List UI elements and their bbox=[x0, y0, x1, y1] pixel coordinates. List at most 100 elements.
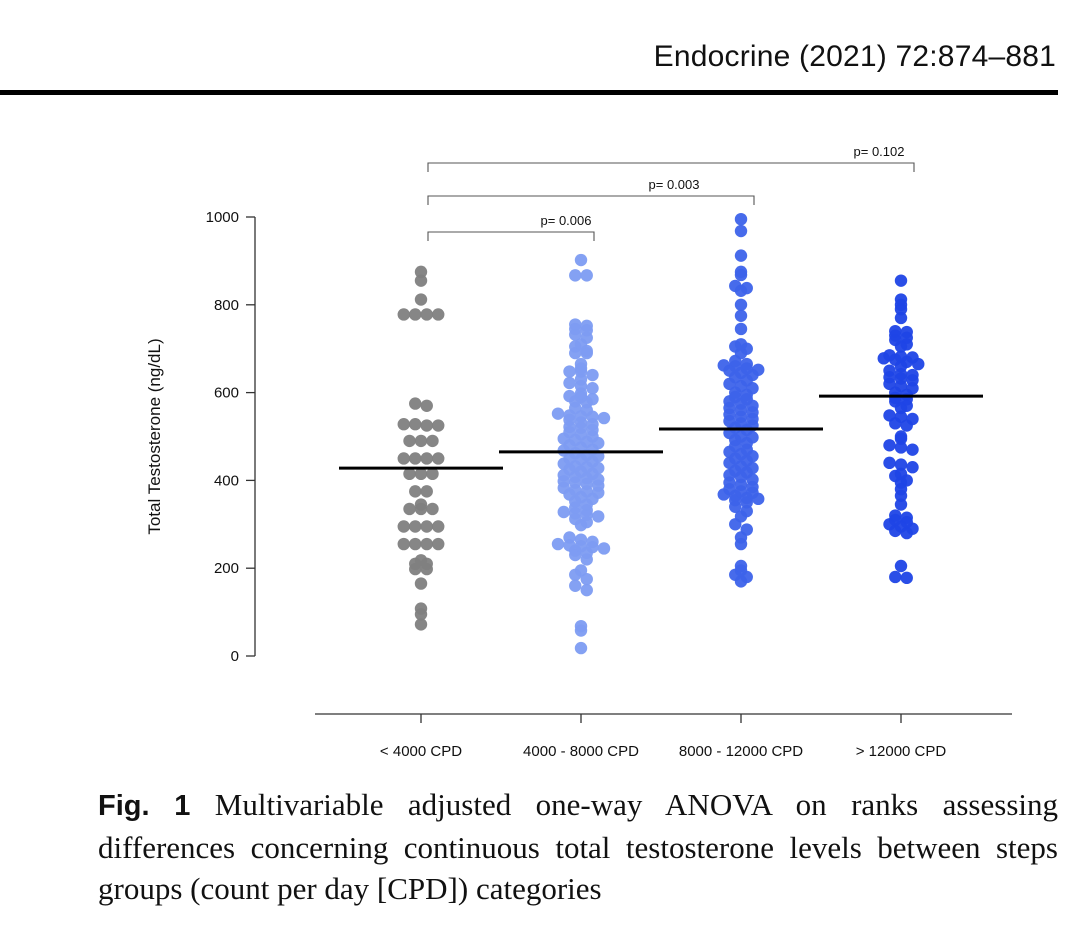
data-point bbox=[734, 212, 748, 226]
data-point bbox=[574, 533, 588, 546]
data-point bbox=[586, 392, 599, 406]
data-point bbox=[420, 520, 433, 533]
comparison-bracket bbox=[427, 162, 915, 172]
figure-label: Fig. 1 bbox=[98, 790, 191, 822]
data-point bbox=[426, 434, 439, 448]
data-point bbox=[740, 523, 753, 536]
data-point bbox=[597, 411, 611, 425]
data-point bbox=[894, 458, 908, 471]
data-point bbox=[734, 338, 748, 351]
data-point bbox=[420, 452, 433, 465]
data-point bbox=[432, 537, 445, 551]
data-point bbox=[569, 269, 582, 282]
data-point bbox=[414, 293, 428, 306]
figure-caption: Fig. 1 Multivariable adjusted one-way AN… bbox=[98, 784, 1058, 909]
data-point bbox=[414, 467, 428, 481]
data-point bbox=[734, 224, 748, 238]
data-point bbox=[586, 368, 599, 382]
data-point bbox=[420, 308, 433, 321]
data-point bbox=[414, 554, 428, 567]
data-point bbox=[894, 430, 908, 443]
x-tick-label: 4000 - 8000 CPD bbox=[523, 743, 639, 760]
data-point bbox=[729, 279, 742, 293]
p-value-label: p= 0.006 bbox=[541, 213, 592, 228]
data-point bbox=[403, 502, 416, 516]
data-point bbox=[409, 537, 422, 551]
data-point bbox=[414, 274, 428, 287]
data-point bbox=[906, 443, 919, 456]
data-point bbox=[900, 511, 913, 524]
data-point bbox=[889, 324, 902, 338]
data-point bbox=[414, 434, 428, 448]
data-point bbox=[563, 365, 576, 378]
data-point bbox=[432, 308, 445, 321]
data-point bbox=[397, 520, 410, 533]
data-point bbox=[906, 351, 919, 364]
y-tick-label: 0 bbox=[231, 648, 239, 665]
data-point bbox=[409, 308, 422, 321]
data-point bbox=[597, 542, 611, 555]
data-point bbox=[752, 363, 765, 376]
data-point bbox=[734, 298, 748, 311]
header-rule bbox=[0, 90, 1058, 95]
data-point bbox=[409, 520, 422, 533]
x-tick-label: > 12000 CPD bbox=[856, 743, 947, 760]
data-point bbox=[409, 485, 422, 498]
data-point bbox=[426, 467, 439, 481]
data-point bbox=[906, 461, 919, 474]
p-value-label: p= 0.102 bbox=[854, 144, 905, 159]
data-point bbox=[569, 318, 582, 331]
data-point bbox=[900, 571, 913, 585]
x-tick-label: 8000 - 12000 CPD bbox=[679, 743, 803, 760]
data-point bbox=[883, 349, 896, 362]
data-point bbox=[414, 602, 428, 615]
data-point bbox=[883, 364, 896, 377]
data-point bbox=[397, 418, 410, 431]
data-point bbox=[894, 467, 908, 481]
comparison-bracket bbox=[427, 195, 755, 205]
data-point bbox=[574, 641, 588, 655]
data-point bbox=[574, 564, 588, 577]
data-point bbox=[563, 376, 576, 390]
y-tick-label: 1000 bbox=[206, 209, 239, 226]
data-point bbox=[889, 570, 902, 584]
data-point bbox=[397, 308, 410, 321]
data-point bbox=[563, 389, 576, 403]
data-point bbox=[409, 397, 422, 410]
data-point bbox=[397, 537, 410, 551]
data-point bbox=[420, 485, 433, 498]
data-point bbox=[740, 281, 753, 295]
figure-caption-text: Multivariable adjusted one-way ANOVA on … bbox=[98, 787, 1058, 906]
data-point bbox=[403, 467, 416, 481]
y-tick-label: 200 bbox=[214, 560, 239, 577]
data-point bbox=[740, 504, 753, 518]
data-point bbox=[894, 498, 908, 511]
data-point bbox=[734, 322, 748, 336]
data-point bbox=[894, 559, 908, 573]
data-point bbox=[734, 309, 748, 322]
data-point bbox=[894, 441, 908, 454]
data-point bbox=[409, 418, 422, 431]
data-point bbox=[894, 311, 908, 325]
data-point bbox=[883, 456, 896, 470]
y-tick-label: 800 bbox=[214, 297, 239, 314]
data-point bbox=[420, 399, 433, 412]
data-point bbox=[432, 419, 445, 432]
y-tick-label: 400 bbox=[214, 472, 239, 489]
data-point bbox=[717, 359, 730, 372]
data-point bbox=[403, 434, 416, 448]
data-point bbox=[580, 319, 593, 333]
data-point bbox=[586, 382, 599, 395]
data-point bbox=[906, 368, 919, 382]
data-point bbox=[574, 619, 588, 633]
data-point bbox=[432, 520, 445, 533]
data-point bbox=[551, 407, 565, 420]
x-tick-label: < 4000 CPD bbox=[380, 743, 462, 760]
data-point bbox=[574, 357, 588, 371]
data-point bbox=[557, 505, 570, 519]
data-point bbox=[734, 265, 748, 279]
data-point bbox=[580, 572, 593, 586]
data-point bbox=[580, 269, 593, 282]
data-point bbox=[397, 452, 410, 465]
data-point bbox=[414, 498, 428, 511]
